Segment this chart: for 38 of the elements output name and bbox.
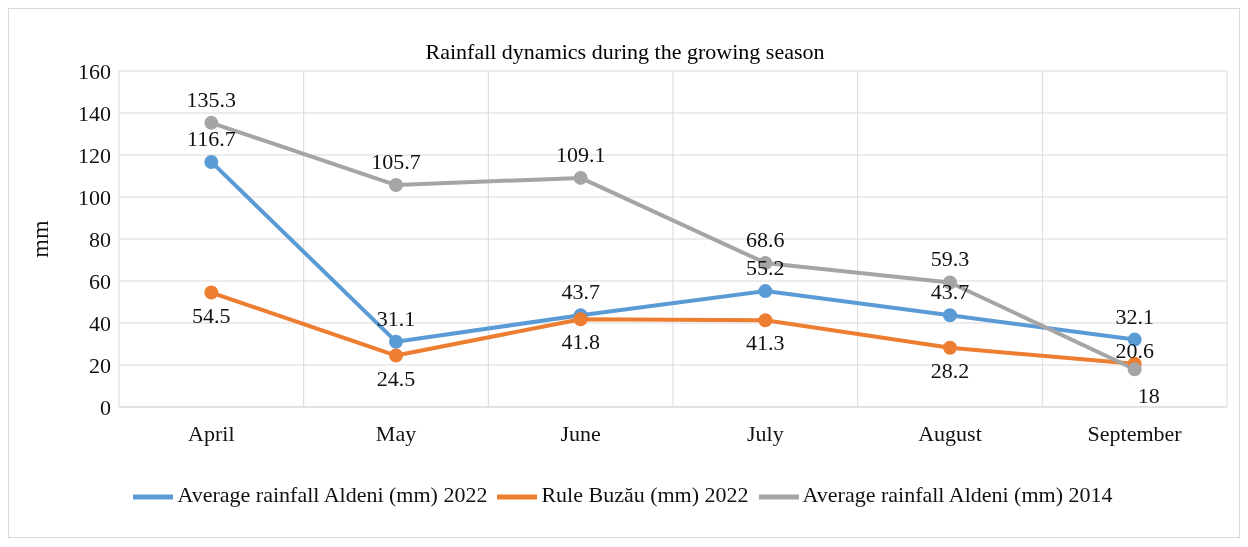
- y-tick-label: 100: [78, 184, 111, 210]
- y-tick-label: 140: [78, 100, 111, 126]
- data-label: 55.2: [746, 255, 785, 281]
- data-label: 135.3: [186, 86, 237, 112]
- data-label: 43.7: [561, 279, 600, 305]
- y-tick-label: 60: [89, 268, 111, 294]
- x-tick-label: August: [918, 420, 982, 446]
- data-label: 54.5: [192, 302, 231, 328]
- data-label: 109.1: [555, 141, 606, 167]
- x-tick-label: April: [188, 420, 235, 446]
- y-tick-label: 0: [100, 394, 111, 420]
- data-label: 43.7: [930, 279, 970, 305]
- data-label: 28.2: [930, 357, 970, 383]
- data-label: 105.7: [371, 149, 421, 175]
- y-tick-label: 160: [78, 58, 111, 84]
- chart-title: Rainfall dynamics during the growing season: [425, 39, 825, 64]
- data-label: 68.6: [746, 226, 785, 252]
- data-label: 116.7: [186, 125, 236, 151]
- x-tick-label: July: [746, 420, 784, 446]
- data-label: 41.3: [746, 330, 785, 356]
- x-tick-label: May: [375, 420, 417, 446]
- y-tick-label: 80: [89, 226, 111, 252]
- data-label: 59.3: [930, 246, 970, 272]
- data-label: 41.8: [561, 329, 600, 355]
- data-label: 20.6: [1115, 337, 1154, 363]
- legend-label: Average rainfall Aldeni (mm) 2014: [802, 482, 1113, 508]
- y-tick-label: 20: [89, 352, 111, 378]
- x-tick-label: September: [1087, 420, 1183, 446]
- y-axis-title: mm: [26, 220, 53, 258]
- legend-label: Average rainfall Aldeni (mm) 2022: [177, 482, 488, 508]
- legend-label: Rule Buzău (mm) 2022: [541, 482, 749, 508]
- data-label: 31.1: [376, 305, 416, 331]
- data-label: 32.1: [1115, 303, 1154, 329]
- data-label: 18: [1137, 383, 1160, 409]
- y-tick-label: 120: [78, 142, 111, 168]
- x-tick-label: June: [560, 420, 601, 446]
- data-label: 24.5: [376, 365, 416, 391]
- y-tick-label: 40: [89, 310, 111, 336]
